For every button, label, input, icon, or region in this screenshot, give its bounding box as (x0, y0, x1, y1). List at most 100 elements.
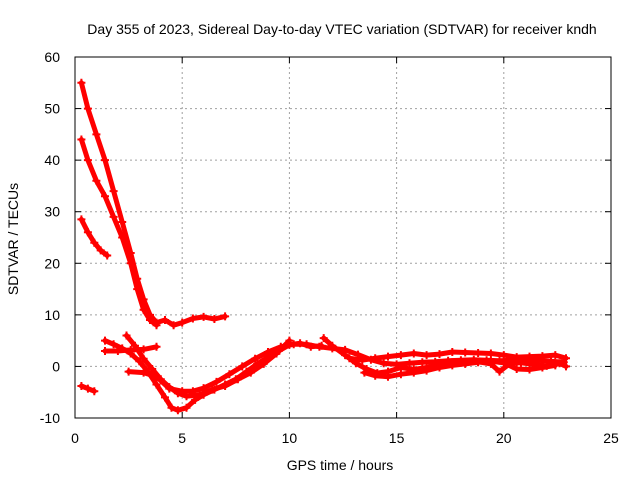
data-point (77, 78, 86, 87)
data-point (461, 359, 470, 368)
data-point (101, 347, 109, 355)
data-point (233, 375, 242, 384)
data-point (384, 372, 392, 381)
data-point (251, 354, 260, 363)
data-point (113, 347, 122, 355)
series-line (124, 333, 292, 399)
data-point (152, 380, 161, 389)
data-point (109, 187, 118, 196)
data-point (161, 316, 169, 324)
data-point (538, 352, 547, 361)
series-line (321, 335, 569, 376)
data-point (341, 351, 350, 360)
data-point (90, 238, 99, 247)
data-point (302, 340, 311, 349)
data-point (486, 357, 495, 366)
y-tick-label: 20 (44, 255, 60, 271)
data-point (188, 314, 197, 323)
data-point (188, 387, 197, 396)
x-tick-label: 15 (389, 430, 405, 446)
data-point (495, 367, 504, 376)
data-point (512, 353, 521, 362)
data-point (396, 370, 405, 379)
data-point (418, 358, 427, 367)
data-point (409, 368, 418, 377)
data-point (77, 215, 86, 224)
data-point (161, 393, 169, 402)
data-point (315, 342, 324, 351)
data-point (538, 363, 547, 372)
data-point (199, 312, 208, 321)
data-point (551, 351, 560, 360)
data-point (83, 228, 92, 237)
data-point (474, 349, 483, 357)
x-tick-label: 25 (603, 430, 619, 446)
data-point (139, 368, 148, 377)
data-point (225, 370, 234, 379)
series-track-11 (360, 357, 560, 381)
data-point (517, 358, 525, 367)
data-point (525, 365, 534, 374)
y-tick-label: 40 (44, 152, 60, 168)
data-point (199, 384, 208, 393)
data-point (474, 358, 483, 367)
data-point (126, 259, 135, 268)
data-point (289, 340, 298, 349)
data-point (486, 349, 495, 358)
data-point (178, 387, 187, 396)
data-point (124, 367, 133, 376)
data-point (435, 363, 444, 372)
data-point (131, 341, 139, 350)
x-tick-label: 20 (496, 430, 512, 446)
y-tick-label: 10 (44, 307, 60, 323)
data-point (499, 358, 508, 367)
x-axis-title: GPS time / hours (287, 457, 394, 473)
y-tick-label: 0 (52, 358, 60, 374)
data-point (358, 356, 367, 365)
data-point (238, 362, 247, 371)
data-point (435, 350, 444, 359)
data-point (345, 354, 354, 363)
data-point (396, 351, 405, 360)
data-point (422, 366, 431, 375)
series-track-2 (77, 135, 161, 330)
data-point (212, 377, 221, 386)
data-point (152, 372, 161, 381)
data-point (139, 345, 148, 354)
plot-frame (74, 56, 612, 419)
data-point (195, 390, 204, 399)
data-point (169, 321, 178, 330)
data-point (379, 359, 388, 368)
data-point (371, 354, 380, 363)
y-tick-labels: -10 0 10 20 30 40 50 60 (40, 49, 60, 426)
series-line (78, 80, 228, 328)
data-point (360, 368, 369, 377)
data-point (210, 315, 219, 323)
data-point (96, 246, 105, 255)
series-track-10 (345, 348, 570, 365)
data-point (165, 384, 174, 393)
data-point (77, 382, 86, 390)
y-tick-label: -10 (40, 410, 60, 426)
data-point (139, 354, 148, 363)
data-point (512, 365, 521, 373)
y-tick-label: 30 (44, 204, 60, 220)
x-tick-label: 10 (282, 430, 298, 446)
data-point (173, 406, 182, 415)
data-point (178, 318, 187, 327)
data-point (135, 357, 144, 366)
x-tick-label: 5 (178, 430, 186, 446)
data-point (328, 341, 337, 350)
data-point (101, 192, 109, 201)
data-point (499, 351, 508, 360)
data-point (101, 336, 109, 345)
data-point (448, 361, 457, 370)
series-track-1 (77, 78, 230, 330)
axis-ticks (74, 56, 612, 419)
y-tick-label: 50 (44, 101, 60, 117)
data-point (384, 352, 392, 361)
data-point (146, 316, 154, 324)
data-point (101, 156, 109, 165)
data-point (409, 349, 418, 358)
